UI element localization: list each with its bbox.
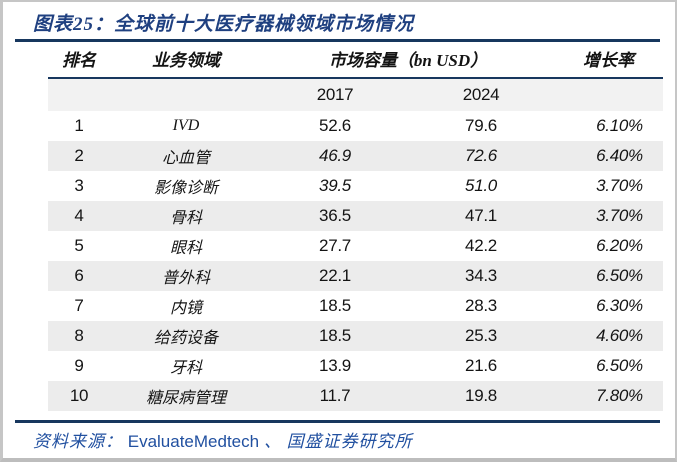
- subheader-year-2017: 2017: [262, 78, 408, 111]
- table-row: 4 骨科 36.5 47.1 3.70%: [48, 201, 663, 231]
- table-row: 5 眼科 27.7 42.2 6.20%: [48, 231, 663, 261]
- rank-cell: 5: [74, 236, 84, 255]
- value-2017-cell: 52.6: [319, 116, 351, 135]
- rank-cell: 3: [74, 176, 84, 195]
- growth-cell: 6.40%: [596, 146, 643, 165]
- business-cell: 眼科: [169, 240, 202, 257]
- business-cell: 普外科: [161, 270, 210, 287]
- growth-cell: 3.70%: [596, 176, 643, 195]
- rank-cell: 1: [74, 116, 84, 135]
- column-header-rank: 排名: [48, 42, 110, 79]
- value-2024-cell: 42.2: [465, 236, 497, 255]
- value-2017-cell: 39.5: [319, 176, 351, 195]
- value-2017-cell: 13.9: [319, 356, 351, 375]
- value-2024-cell: 72.6: [465, 146, 497, 165]
- value-2024-cell: 51.0: [465, 176, 497, 195]
- rank-cell: 2: [74, 146, 84, 165]
- business-cell: 牙科: [169, 360, 202, 377]
- business-cell: 糖尿病管理: [145, 390, 226, 407]
- value-2017-cell: 18.5: [319, 296, 351, 315]
- value-2017-cell: 11.7: [319, 386, 351, 405]
- business-cell: 心血管: [161, 150, 210, 167]
- subheader-empty: [48, 78, 110, 111]
- rank-cell: 4: [74, 206, 84, 225]
- table-row: 2 心血管 46.9 72.6 6.40%: [48, 141, 663, 171]
- business-cell: 给药设备: [153, 330, 218, 347]
- growth-cell: 7.80%: [596, 386, 643, 405]
- source-name-en: EvaluateMedtech: [127, 432, 260, 451]
- business-cell: 内镜: [169, 300, 202, 317]
- subheader-year-2024: 2024: [408, 78, 554, 111]
- table-subheader-row: 2017 2024: [48, 78, 663, 111]
- growth-cell: 6.20%: [596, 236, 643, 255]
- table-row: 8 给药设备 18.5 25.3 4.60%: [48, 321, 663, 351]
- source-label: 资料来源：: [33, 432, 123, 451]
- growth-cell: 6.30%: [596, 296, 643, 315]
- table-body: 1 IVD 52.6 79.6 6.10% 2 心血管 46.9 72.6 6.40% 3 影像诊断 3…: [48, 111, 663, 411]
- growth-cell: 6.50%: [596, 266, 643, 285]
- figure-title: 图表25：全球前十大医疗器械领域市场情况: [33, 14, 415, 35]
- column-header-business: 业务领域: [110, 42, 262, 79]
- table-row: 9 牙科 13.9 21.6 6.50%: [48, 351, 663, 381]
- value-2017-cell: 36.5: [319, 206, 351, 225]
- column-header-growth: 增长率: [554, 42, 663, 79]
- growth-cell: 6.10%: [596, 116, 643, 135]
- table-row: 1 IVD 52.6 79.6 6.10%: [48, 111, 663, 141]
- value-2024-cell: 25.3: [465, 326, 497, 345]
- business-cell: IVD: [172, 117, 200, 134]
- source-name-cn: 国盛证券研究所: [286, 432, 413, 451]
- bottom-rule: [15, 420, 660, 423]
- value-2024-cell: 47.1: [465, 206, 497, 225]
- table-row: 10 糖尿病管理 11.7 19.8 7.80%: [48, 381, 663, 411]
- value-2024-cell: 19.8: [465, 386, 497, 405]
- rank-cell: 6: [74, 266, 84, 285]
- value-2017-cell: 27.7: [319, 236, 351, 255]
- market-table: 排名 业务领域 市场容量（bn USD） 增长率 2017 2024 1 IVD 5…: [48, 42, 663, 411]
- value-2024-cell: 34.3: [465, 266, 497, 285]
- value-2017-cell: 18.5: [319, 326, 351, 345]
- value-2024-cell: 28.3: [465, 296, 497, 315]
- business-cell: 骨科: [169, 210, 202, 227]
- table-row: 6 普外科 22.1 34.3 6.50%: [48, 261, 663, 291]
- value-2017-cell: 22.1: [319, 266, 351, 285]
- growth-cell: 3.70%: [596, 206, 643, 225]
- column-header-market: 市场容量（bn USD）: [262, 42, 554, 79]
- value-2024-cell: 21.6: [465, 356, 497, 375]
- top-rule: [15, 39, 660, 42]
- subheader-empty: [110, 78, 262, 111]
- table-row: 7 内镜 18.5 28.3 6.30%: [48, 291, 663, 321]
- source-note: 资料来源： EvaluateMedtech 、 国盛证券研究所: [33, 430, 675, 454]
- rank-cell: 9: [74, 356, 84, 375]
- growth-cell: 4.60%: [596, 326, 643, 345]
- rank-cell: 10: [69, 386, 89, 405]
- source-separator: 、: [263, 432, 282, 451]
- rank-cell: 8: [74, 326, 84, 345]
- business-cell: 影像诊断: [153, 180, 218, 197]
- value-2024-cell: 79.6: [465, 116, 497, 135]
- table-row: 3 影像诊断 39.5 51.0 3.70%: [48, 171, 663, 201]
- growth-cell: 6.50%: [596, 356, 643, 375]
- rank-cell: 7: [74, 296, 84, 315]
- subheader-empty: [554, 78, 663, 111]
- value-2017-cell: 46.9: [319, 146, 351, 165]
- table-header-row: 排名 业务领域 市场容量（bn USD） 增长率: [48, 42, 663, 79]
